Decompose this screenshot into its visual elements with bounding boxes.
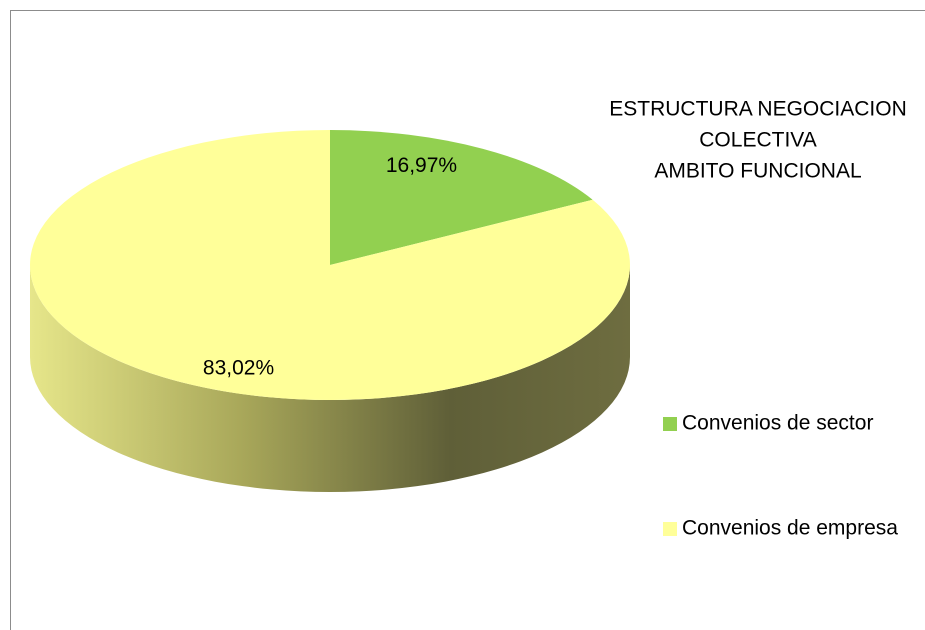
pie-slice	[29, 130, 631, 400]
pie-side	[30, 265, 630, 492]
data-label: 83,02%	[203, 356, 274, 379]
title-line: COLECTIVA	[699, 129, 816, 152]
chart-border	[10, 10, 925, 630]
data-label: 16,97%	[386, 154, 457, 177]
legend-swatch	[663, 522, 677, 536]
legend-label: Convenios de empresa	[682, 517, 898, 540]
title-line: AMBITO FUNCIONAL	[654, 160, 861, 183]
title-line: ESTRUCTURA NEGOCIACION	[609, 98, 907, 121]
legend-swatch	[663, 417, 677, 431]
pie-slice	[330, 130, 593, 265]
chart-title: ESTRUCTURA NEGOCIACION COLECTIVA AMBITO FU…	[609, 98, 907, 183]
legend-label: Convenios de sector	[682, 412, 873, 435]
